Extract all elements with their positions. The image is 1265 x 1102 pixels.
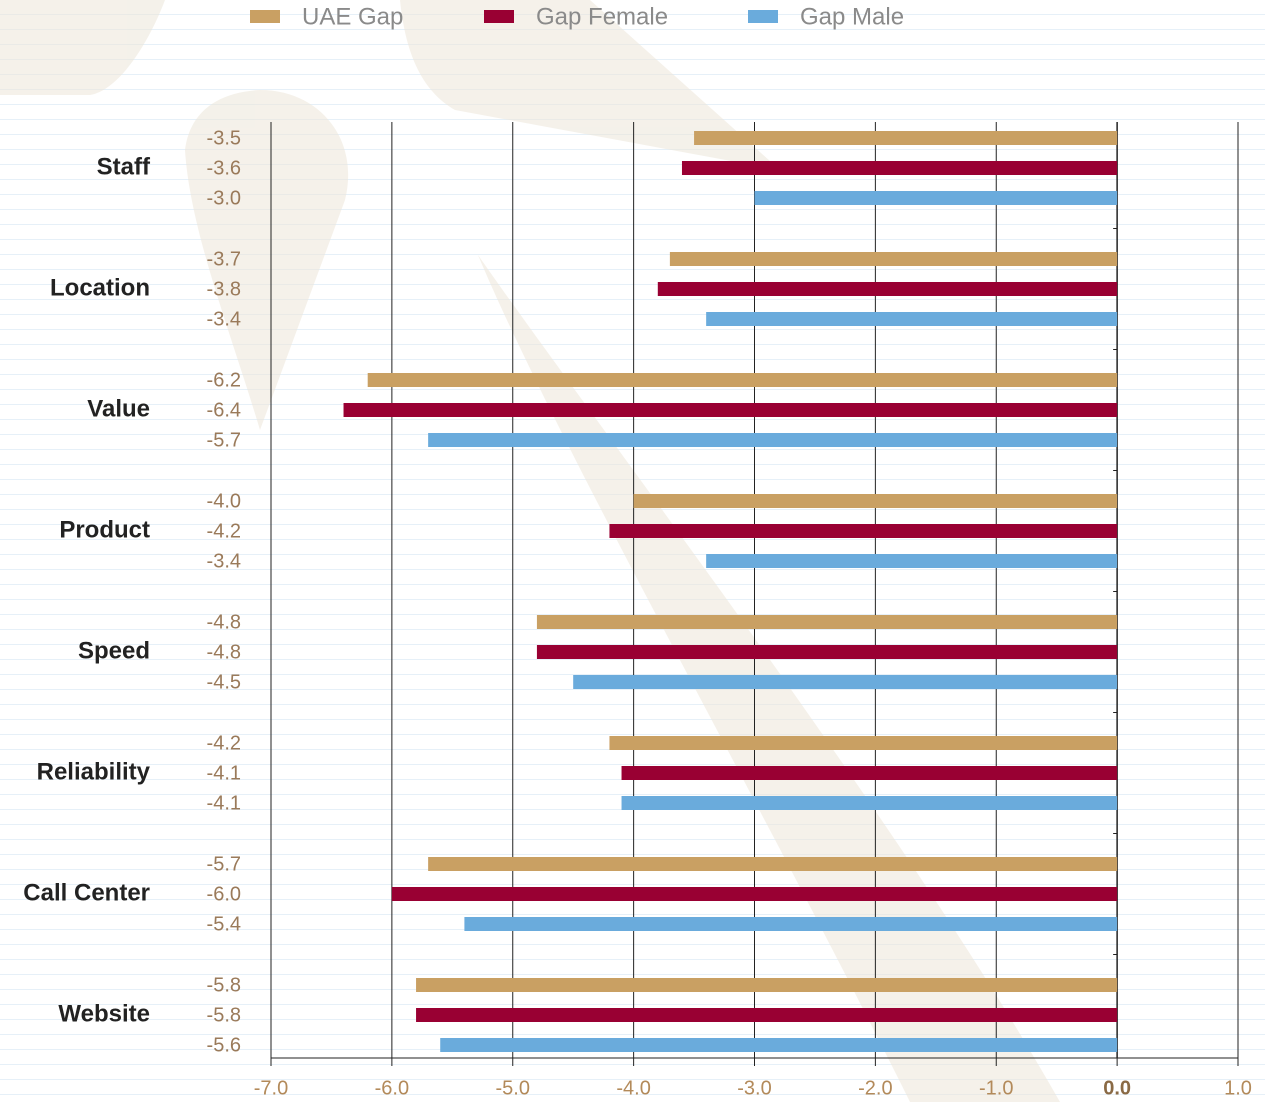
bar (694, 131, 1118, 145)
bar (706, 312, 1118, 326)
bar (609, 524, 1118, 538)
category-label: Call Center (23, 879, 150, 906)
legend-swatch (748, 10, 778, 23)
bar (391, 887, 1118, 901)
value-label: -4.5 (207, 671, 241, 693)
category-label: Staff (97, 153, 151, 180)
legend-swatch (484, 10, 514, 23)
category-label: Website (58, 1000, 150, 1027)
bar (416, 1008, 1118, 1022)
value-label: -5.8 (207, 1004, 241, 1026)
legend-label: Gap Male (800, 3, 904, 30)
value-label: -4.8 (207, 641, 241, 663)
bar (536, 615, 1118, 629)
x-tick-label: -2.0 (858, 1077, 892, 1099)
value-label: -4.0 (207, 490, 241, 512)
value-label: -3.8 (207, 278, 241, 300)
value-label: -4.2 (207, 732, 241, 754)
value-label: -4.1 (207, 762, 241, 784)
value-label: -4.1 (207, 792, 241, 814)
legend-label: UAE Gap (302, 3, 403, 30)
bar (536, 645, 1118, 659)
bar (367, 373, 1118, 387)
value-label: -5.8 (207, 974, 241, 996)
value-label: -5.7 (207, 853, 241, 875)
value-label: -6.0 (207, 883, 241, 905)
bar (754, 191, 1118, 205)
value-label: -3.4 (207, 308, 241, 330)
x-tick-label: 0.0 (1103, 1077, 1131, 1099)
x-tick-label: -7.0 (254, 1077, 288, 1099)
bar (621, 796, 1118, 810)
bar (706, 554, 1118, 568)
bar (681, 161, 1118, 175)
value-label: -3.0 (207, 187, 241, 209)
bar (428, 857, 1118, 871)
bar (343, 403, 1118, 417)
category-label: Value (87, 395, 150, 422)
value-label: -5.6 (207, 1034, 241, 1056)
bar (669, 252, 1118, 266)
category-label: Reliability (37, 758, 151, 785)
category-label: Location (50, 274, 150, 301)
bar (573, 675, 1118, 689)
bar (416, 978, 1118, 992)
value-label: -3.6 (207, 157, 241, 179)
bar (440, 1038, 1118, 1052)
value-label: -4.8 (207, 611, 241, 633)
category-label: Speed (78, 637, 150, 664)
value-label: -3.5 (207, 127, 241, 149)
bar (621, 766, 1118, 780)
bar (428, 433, 1118, 447)
bar (609, 736, 1118, 750)
x-tick-label: -3.0 (737, 1077, 771, 1099)
bar (464, 917, 1118, 931)
value-label: -6.4 (207, 399, 241, 421)
x-tick-label: -1.0 (979, 1077, 1013, 1099)
category-label: Product (59, 516, 150, 543)
value-label: -3.4 (207, 550, 241, 572)
x-tick-label: 1.0 (1224, 1077, 1252, 1099)
value-label: -3.7 (207, 248, 241, 270)
legend-label: Gap Female (536, 3, 668, 30)
value-label: -6.2 (207, 369, 241, 391)
value-label: -5.7 (207, 429, 241, 451)
legend-swatch (250, 10, 280, 23)
bar (657, 282, 1118, 296)
x-tick-label: -6.0 (375, 1077, 409, 1099)
value-label: -5.4 (207, 913, 241, 935)
x-tick-label: -4.0 (616, 1077, 650, 1099)
bar (633, 494, 1118, 508)
value-label: -4.2 (207, 520, 241, 542)
x-tick-label: -5.0 (496, 1077, 530, 1099)
